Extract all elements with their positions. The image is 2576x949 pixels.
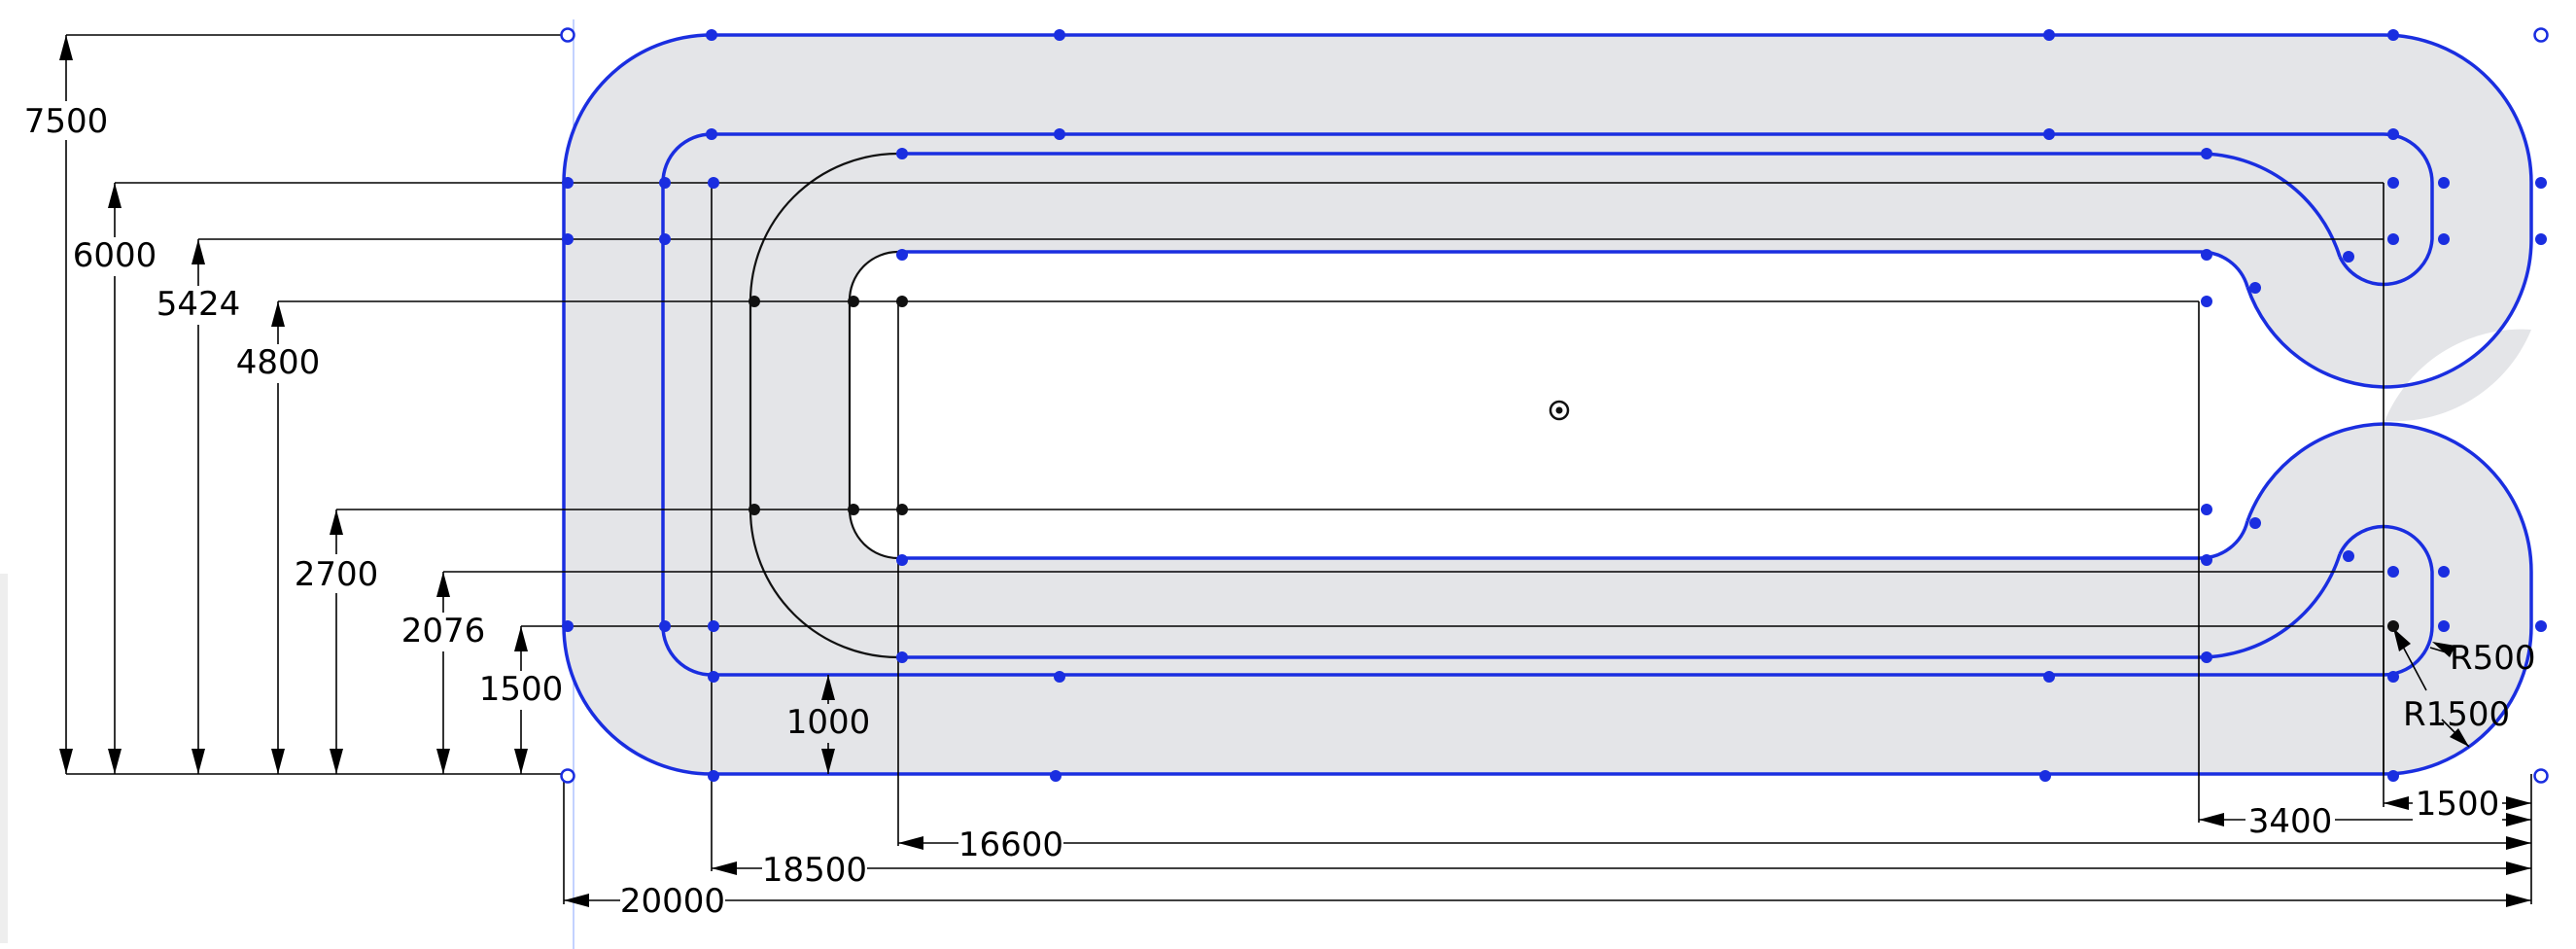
- notch-arc-top[interactable]: [2245, 286, 2385, 389]
- outer-boundary[interactable]: [562, 33, 2533, 776]
- left-edge-panel: [0, 574, 8, 943]
- vertical-dimensions: [59, 35, 835, 774]
- third-loop[interactable]: [898, 152, 2342, 659]
- dim-1500-horizontal[interactable]: 1500: [2416, 785, 2500, 824]
- dim-5424[interactable]: 5424: [157, 285, 241, 324]
- sketch-points[interactable]: [562, 29, 2547, 782]
- origin-point-icon[interactable]: [1549, 400, 1570, 421]
- dim-2076[interactable]: 2076: [401, 612, 486, 650]
- track-region[interactable]: [564, 35, 2531, 774]
- dim-3400[interactable]: 3400: [2248, 802, 2333, 841]
- dim-1500-vertical[interactable]: 1500: [479, 670, 564, 709]
- inner-hole: [899, 255, 2199, 556]
- dim-18500[interactable]: 18500: [762, 851, 867, 890]
- radius-label-large[interactable]: R1500: [2403, 695, 2510, 734]
- dim-16600[interactable]: 16600: [958, 826, 1063, 864]
- sketch-point-icon[interactable]: [560, 27, 2549, 784]
- dim-20000[interactable]: 20000: [620, 882, 725, 921]
- construction-arc-outer[interactable]: [748, 152, 899, 659]
- notch-hole: [2247, 287, 2384, 521]
- inner-hole-right-cap: [2199, 254, 2247, 557]
- radius-label-small[interactable]: R500: [2450, 639, 2536, 678]
- construction-lines: [66, 34, 2532, 904]
- radius-leaders: [2393, 628, 2470, 748]
- notch-arc-bottom[interactable]: [2245, 422, 2385, 522]
- dim-1000[interactable]: 1000: [786, 703, 871, 742]
- dim-2700[interactable]: 2700: [295, 555, 379, 594]
- dimension-labels: 7500 6000 5424 4800 2700 2076 1500 1000 …: [21, 101, 2536, 921]
- construction-arc-inner[interactable]: [848, 250, 899, 560]
- dim-7500[interactable]: 7500: [24, 102, 109, 141]
- dim-4800[interactable]: 4800: [236, 343, 321, 382]
- dim-6000[interactable]: 6000: [73, 236, 157, 275]
